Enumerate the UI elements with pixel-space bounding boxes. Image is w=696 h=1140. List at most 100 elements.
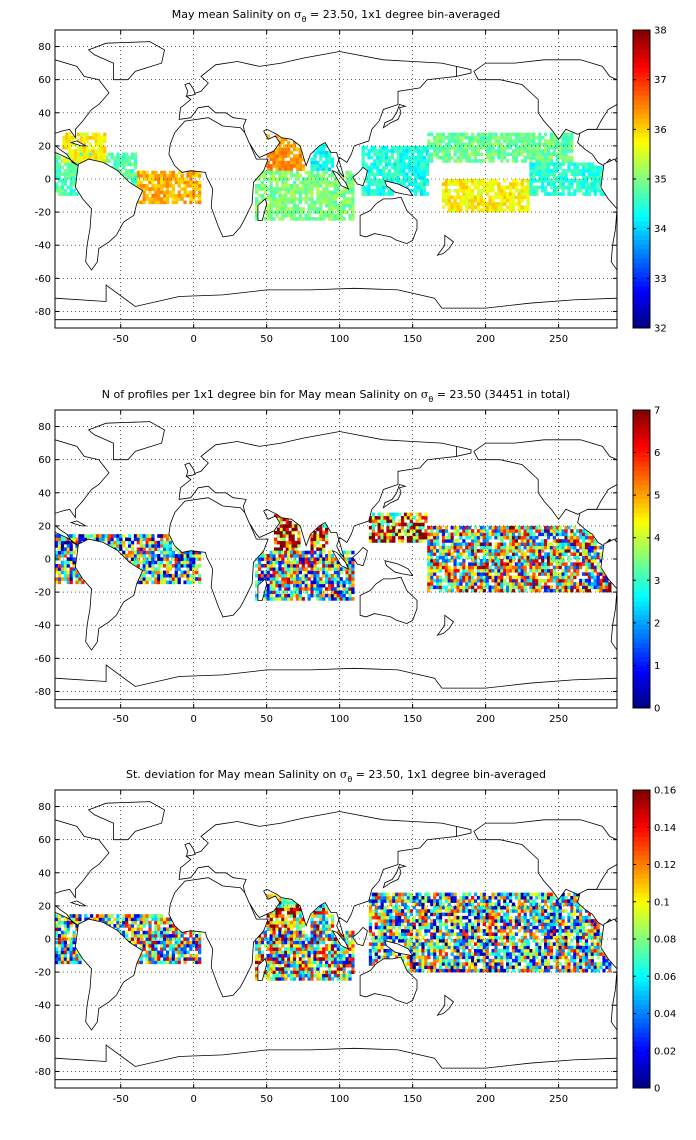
data-cell	[511, 525, 516, 530]
data-cell	[148, 174, 152, 178]
data-cell	[351, 587, 355, 591]
data-cell	[549, 559, 554, 563]
data-cell	[506, 568, 510, 573]
data-cell	[573, 562, 577, 566]
data-cell	[398, 519, 402, 523]
data-cell	[281, 960, 285, 965]
data-cell	[327, 580, 332, 585]
data-cell	[157, 187, 161, 191]
data-cell	[567, 559, 571, 563]
data-cell	[269, 197, 273, 201]
data-cell	[60, 577, 65, 581]
data-cell	[116, 544, 120, 548]
colorbar-tick-label: 0	[654, 704, 660, 715]
data-cell	[295, 157, 300, 162]
data-cell	[180, 174, 184, 178]
data-cell	[310, 957, 314, 961]
data-cell	[284, 934, 288, 938]
data-cell	[485, 188, 489, 193]
data-cell	[345, 597, 349, 601]
data-cell	[325, 560, 329, 565]
data-cell	[593, 578, 597, 583]
data-cell	[605, 585, 609, 590]
data-cell	[570, 185, 574, 190]
colorbar-tick-label: 7	[654, 406, 660, 417]
data-cell	[310, 157, 314, 162]
data-cell	[549, 142, 554, 147]
data-cell	[576, 588, 580, 593]
data-cell	[157, 570, 161, 575]
data-cell	[376, 188, 380, 193]
data-cell	[348, 197, 352, 201]
data-cell	[430, 145, 434, 150]
data-cell	[272, 597, 276, 601]
data-cell	[313, 593, 317, 598]
data-cell	[538, 169, 542, 173]
data-cell	[322, 160, 326, 165]
data-cell	[465, 188, 469, 193]
data-cell	[468, 152, 472, 157]
data-cell	[462, 565, 466, 570]
data-cell	[110, 537, 114, 542]
data-cell	[532, 585, 536, 590]
data-cell	[174, 577, 178, 581]
data-cell	[419, 188, 424, 193]
data-cell	[254, 187, 259, 191]
data-cell	[462, 562, 466, 566]
data-cell	[125, 159, 129, 163]
data-cell	[503, 545, 507, 550]
data-cell	[287, 210, 291, 215]
data-cell	[285, 527, 289, 532]
data-cell	[517, 559, 521, 563]
data-cell	[465, 182, 469, 186]
data-cell	[456, 539, 460, 543]
colorbar-swatch	[633, 521, 650, 527]
data-cell	[422, 188, 427, 193]
data-cell	[438, 555, 443, 560]
data-cell	[517, 568, 521, 573]
data-cell	[180, 573, 184, 578]
data-cell	[576, 568, 580, 573]
data-cell	[573, 532, 577, 537]
data-cell	[549, 572, 554, 576]
data-cell	[402, 172, 406, 176]
data-cell	[520, 182, 524, 186]
data-cell	[500, 132, 504, 137]
data-cell	[564, 582, 568, 586]
data-cell	[322, 147, 326, 152]
data-cell	[520, 195, 524, 200]
data-cell	[316, 960, 320, 965]
data-cell	[316, 977, 320, 981]
data-cell	[336, 590, 340, 595]
data-cell	[304, 577, 308, 581]
data-cell	[263, 943, 267, 948]
data-cell	[160, 540, 164, 545]
colorbar-swatch	[633, 160, 650, 166]
data-cell	[529, 149, 533, 153]
data-cell	[287, 900, 291, 905]
data-cell	[587, 542, 592, 547]
data-cell	[260, 563, 265, 568]
data-cell	[288, 544, 292, 548]
data-cell	[284, 930, 288, 935]
data-cell	[433, 545, 437, 550]
data-cell	[544, 149, 548, 153]
data-cell	[295, 930, 300, 935]
data-cell	[55, 165, 59, 170]
data-cell	[281, 570, 285, 575]
data-cell	[278, 953, 282, 958]
data-cell	[165, 190, 170, 195]
data-cell	[576, 565, 580, 570]
data-cell	[520, 135, 524, 140]
data-cell	[295, 167, 300, 172]
data-cell	[555, 549, 559, 553]
data-cell	[506, 549, 510, 553]
data-cell	[456, 549, 460, 553]
data-cell	[254, 570, 259, 575]
coastline	[359, 576, 418, 625]
data-cell	[361, 155, 365, 160]
data-cell	[310, 927, 314, 932]
data-cell	[564, 549, 568, 553]
data-cell	[526, 575, 530, 580]
data-cell	[526, 525, 530, 530]
